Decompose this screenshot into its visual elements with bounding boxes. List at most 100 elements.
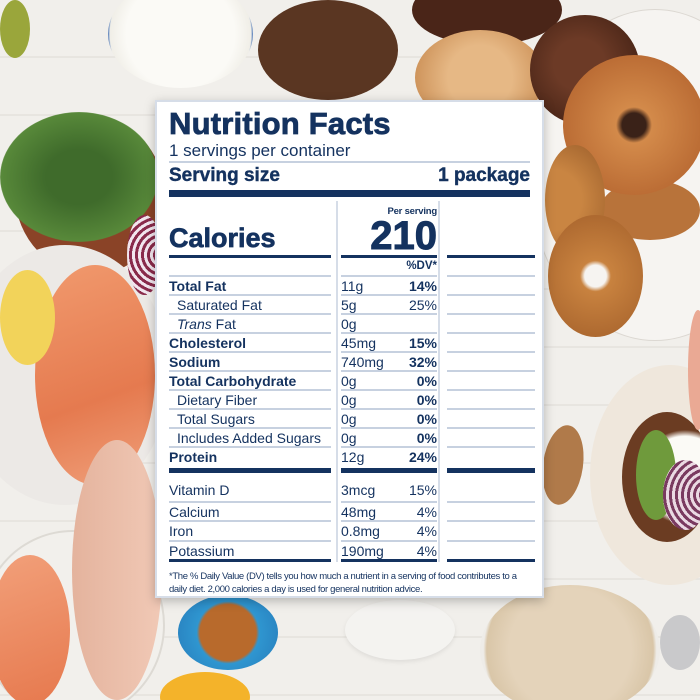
vitamin-amount: 48mg — [341, 503, 377, 520]
nutrient-amount: 12g — [341, 449, 365, 465]
nutrient-amount: 0g — [341, 316, 357, 332]
hand-image — [72, 440, 162, 700]
trans-fat-suffix: Fat — [211, 316, 236, 332]
orange-juice-image — [160, 672, 250, 700]
empty-cell — [447, 294, 535, 313]
nutrient-values: 0g 0% — [341, 408, 437, 427]
vitamin-dv: 4% — [416, 523, 437, 539]
calories-value: 210 — [370, 214, 438, 258]
nutrient-name: Saturated Fat — [169, 294, 331, 313]
nutrient-amount: 0g — [341, 392, 357, 408]
spacer — [447, 473, 535, 481]
vitamin-values: 3mcg 15% — [341, 481, 437, 501]
nutrient-amount: 0g — [341, 411, 357, 427]
nutrient-name: Total Sugars — [169, 408, 331, 427]
nutrient-dv: 32% — [408, 354, 437, 370]
vitamin-name: Potassium — [169, 539, 331, 560]
spoon-image — [660, 615, 700, 670]
vitamin-dv: 4% — [416, 542, 437, 559]
nutrient-values: 0g — [341, 313, 437, 332]
hand-image — [688, 310, 700, 430]
lemon-slices-image — [0, 270, 55, 365]
vitamin-values: 48mg 4% — [341, 500, 437, 521]
nutrient-dv: 14% — [408, 278, 437, 294]
smoked-salmon-image — [35, 265, 155, 485]
vitamin-dv: 15% — [408, 482, 437, 498]
vitamin-name: Calcium — [169, 500, 331, 521]
divider-heavy — [169, 468, 331, 473]
divider — [169, 559, 331, 562]
vitamin-amount: 3mcg — [341, 482, 376, 498]
serving-size-label: Serving size — [169, 165, 280, 186]
vitamin-dv: 4% — [416, 503, 437, 520]
divider — [341, 255, 437, 258]
nutrient-amount: 0g — [341, 430, 357, 446]
nutrient-values: 11g 14% — [341, 275, 437, 294]
empty-cell — [447, 446, 535, 465]
vitamin-values: 0.8mg 4% — [341, 520, 437, 540]
nutrient-amount: 5g — [341, 297, 357, 313]
blue-bowl-image — [178, 595, 278, 670]
nutrient-name: Dietary Fiber — [169, 389, 331, 408]
divider — [447, 559, 535, 562]
bread-image — [537, 422, 589, 508]
empty-cell — [447, 539, 535, 560]
empty-cell — [447, 481, 535, 501]
daily-value-footnote: *The % Daily Value (DV) tells you how mu… — [169, 571, 517, 595]
nutrient-amount: 740mg — [341, 354, 384, 370]
nutrient-name: Trans Fat — [169, 313, 331, 332]
nutrient-dv: 0% — [416, 411, 437, 427]
nutrient-dv: 0% — [416, 430, 437, 446]
empty-cell — [447, 520, 535, 540]
red-onion-image — [663, 460, 700, 530]
empty-cell — [447, 313, 535, 332]
divider — [169, 161, 530, 163]
empty-cell — [447, 500, 535, 521]
nutrient-values: 45mg 15% — [341, 332, 437, 351]
nutrient-name: Sodium — [169, 351, 331, 370]
herb-garnish-image — [0, 0, 30, 58]
sesame-bagel-image — [548, 215, 643, 337]
nutrient-values: 12g 24% — [341, 446, 437, 465]
empty-cell — [447, 275, 535, 294]
salmon-bagel-image — [0, 555, 70, 700]
serving-size-value: 1 package — [438, 165, 530, 186]
vitamin-name: Vitamin D — [169, 482, 230, 498]
nutrient-values: 740mg 32% — [341, 351, 437, 370]
nutrient-amount: 0g — [341, 373, 357, 389]
nutrient-dv: 0% — [416, 392, 437, 408]
nutrient-values: 0g 0% — [341, 389, 437, 408]
nutrient-name: Total Fat — [169, 275, 331, 294]
nutrient-values: 0g 0% — [341, 427, 437, 446]
nutrient-name: Total Carbohydrate — [169, 370, 331, 389]
nutrient-name: Cholesterol — [169, 332, 331, 351]
calories-cell: Per serving 210 — [341, 197, 438, 258]
cream-cheese-bowl-image — [108, 0, 253, 88]
empty-column — [447, 197, 535, 255]
nutrient-name: Protein — [169, 446, 331, 465]
serving-size-row: Serving size 1 package — [169, 163, 530, 188]
divider-heavy — [447, 468, 535, 473]
per-serving-heading: Per serving — [387, 206, 437, 217]
empty-cell — [447, 408, 535, 427]
spacer — [341, 473, 437, 481]
calories-label: Calories — [169, 223, 276, 254]
nutrient-values: 5g 25% — [341, 294, 437, 313]
dv-header: %DV* — [406, 260, 437, 272]
nutrient-values: 0g 0% — [341, 370, 437, 389]
servings-per-container: 1 servings per container — [169, 141, 351, 160]
vitamin-name: Iron — [169, 520, 331, 540]
vitamin-amount: 190mg — [341, 542, 384, 559]
vitamin-amount: 0.8mg — [341, 523, 380, 539]
spacer — [169, 473, 331, 481]
pumpernickel-bagel-image — [258, 0, 398, 100]
column-separator — [438, 201, 440, 562]
empty-cell — [447, 389, 535, 408]
vitamin-values: 190mg 4% — [341, 539, 437, 560]
nutrient-dv: 0% — [416, 373, 437, 389]
nutrient-dv: 25% — [408, 297, 437, 313]
dip-bowl-image — [480, 585, 660, 700]
empty-cell — [447, 370, 535, 389]
column-separator — [336, 201, 338, 562]
nutrient-amount: 11g — [341, 278, 364, 294]
